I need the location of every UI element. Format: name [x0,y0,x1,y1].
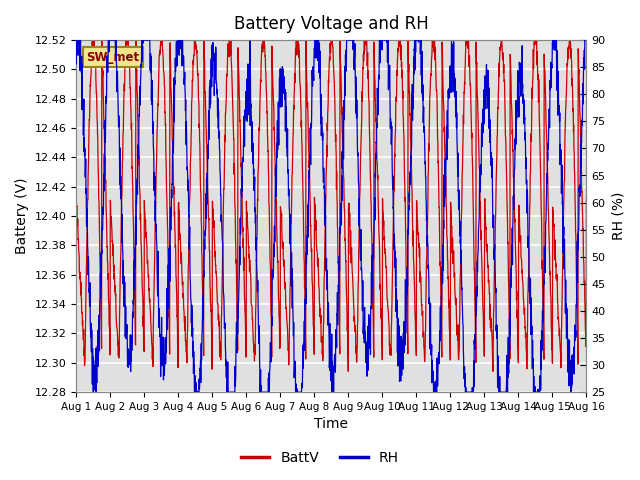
Legend: BattV, RH: BattV, RH [236,445,404,471]
Y-axis label: Battery (V): Battery (V) [15,178,29,254]
Y-axis label: RH (%): RH (%) [611,192,625,240]
Title: Battery Voltage and RH: Battery Voltage and RH [234,15,429,33]
X-axis label: Time: Time [314,418,348,432]
Text: SW_met: SW_met [86,51,140,64]
